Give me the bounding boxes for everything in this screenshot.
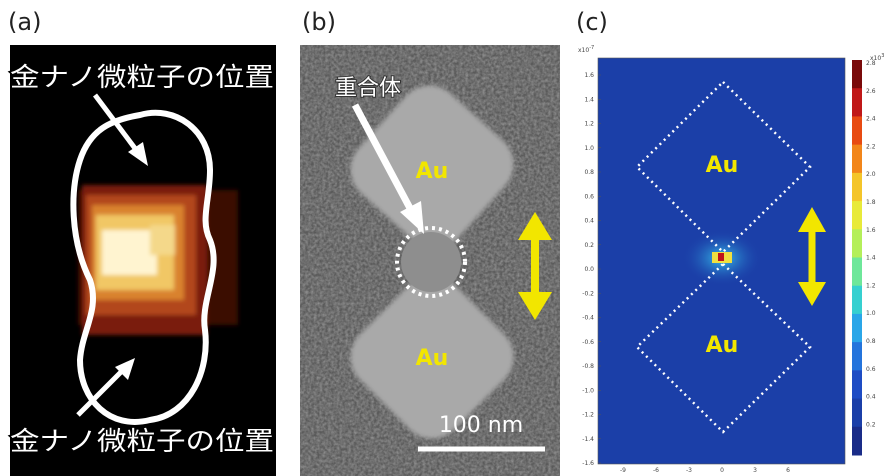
colorbar-segment: [852, 116, 862, 145]
axis-exponent: x10-7: [578, 45, 594, 54]
y-tick-label: 1.6: [584, 72, 594, 79]
panel-label: (b): [302, 8, 336, 36]
particle-label: Au: [706, 333, 739, 358]
colorbar-tick-label: 1.2: [866, 282, 876, 289]
colorbar-tick-label: 2.8: [866, 60, 876, 67]
y-tick-label: 1.2: [584, 121, 594, 128]
colorbar-segment: [852, 399, 862, 428]
scale-label: 100 nm: [439, 413, 523, 438]
x-tick-label: 0: [720, 467, 724, 474]
y-tick-label: -1.2: [582, 412, 594, 419]
caption: 金ナノ微粒子の位置: [10, 427, 274, 457]
colorbar-segment: [852, 229, 862, 258]
colorbar: 2.8 2.6 2.4 2.2 2.0 1.8 1.6 1.4 1.2 1.0 0.8 0.6 0.4 0…: [852, 60, 876, 456]
hotspot-core: [718, 253, 724, 261]
colorbar-tick-label: 1.0: [866, 310, 876, 317]
x-tick-label: -9: [620, 467, 626, 474]
colorbar-tick-label: 2.2: [866, 143, 876, 150]
colorbar-tick-label: 2.4: [866, 116, 876, 123]
y-tick-label: 0.2: [584, 242, 594, 249]
panel-label: (c): [576, 8, 608, 36]
particle-label: Au: [706, 153, 739, 178]
particle-label: Au: [416, 346, 449, 371]
colorbar-segment: [852, 286, 862, 315]
x-tick-label: 6: [786, 467, 790, 474]
exponent: -7: [589, 45, 594, 51]
colorbar-tick-label: 1.8: [866, 199, 876, 206]
colorbar-tick-label: 0.2: [866, 421, 876, 428]
y-tick-label: -1.0: [582, 387, 594, 394]
caption: 金ナノ微粒子の位置: [10, 63, 274, 93]
colorbar-segment: [852, 173, 862, 202]
y-tick-label: 0.4: [584, 218, 594, 225]
exponent-base: x10: [578, 47, 589, 54]
colorbar-tick-label: 1.4: [866, 255, 876, 262]
figure: (a) 金ナノ微粒子の位置 金ナノ微粒子の位置 (b) Au Au 重合体 10…: [0, 0, 893, 476]
colorbar-tick-label: 0.4: [866, 394, 876, 401]
y-tick-label: 1.0: [584, 145, 594, 152]
colorbar-tick-label: 1.6: [866, 227, 876, 234]
colorbar-tick-label: 0.6: [866, 366, 876, 373]
colorbar-segment: [852, 145, 862, 174]
polymer-label: 重合体: [335, 76, 401, 101]
x-tick-label: 3: [753, 467, 757, 474]
y-tick-label: 0.6: [584, 193, 594, 200]
colorbar-segment: [852, 88, 862, 117]
particle-label: Au: [416, 159, 449, 184]
colorbar-segment: [852, 427, 862, 456]
colorbar-tick-label: 2.0: [866, 171, 876, 178]
colorbar-segment: [852, 60, 862, 89]
panel-label: (a): [8, 8, 41, 36]
colorbar-segment: [852, 201, 862, 230]
y-tick-label: -0.4: [582, 315, 594, 322]
exponent: 3: [881, 53, 884, 59]
colorbar-tick-label: 0.8: [866, 338, 876, 345]
y-tick-label: -1.6: [582, 460, 594, 467]
polymer: [401, 232, 461, 292]
y-tick-label: -0.8: [582, 363, 594, 370]
y-tick-label: 0.8: [584, 169, 594, 176]
colorbar-segment: [852, 314, 862, 343]
colorbar-segment: [852, 370, 862, 399]
x-tick-label: -3: [686, 467, 692, 474]
y-tick-label: 1.4: [584, 96, 594, 103]
colorbar-tick-label: 2.6: [866, 88, 876, 95]
y-tick-label: -1.4: [582, 436, 594, 443]
y-tick-label: 0.0: [584, 266, 594, 273]
y-tick-label: -0.6: [582, 339, 594, 346]
colorbar-segment: [852, 342, 862, 371]
colorbar-segment: [852, 258, 862, 287]
y-tick-label: -0.2: [582, 290, 594, 297]
x-tick-label: -6: [653, 467, 659, 474]
